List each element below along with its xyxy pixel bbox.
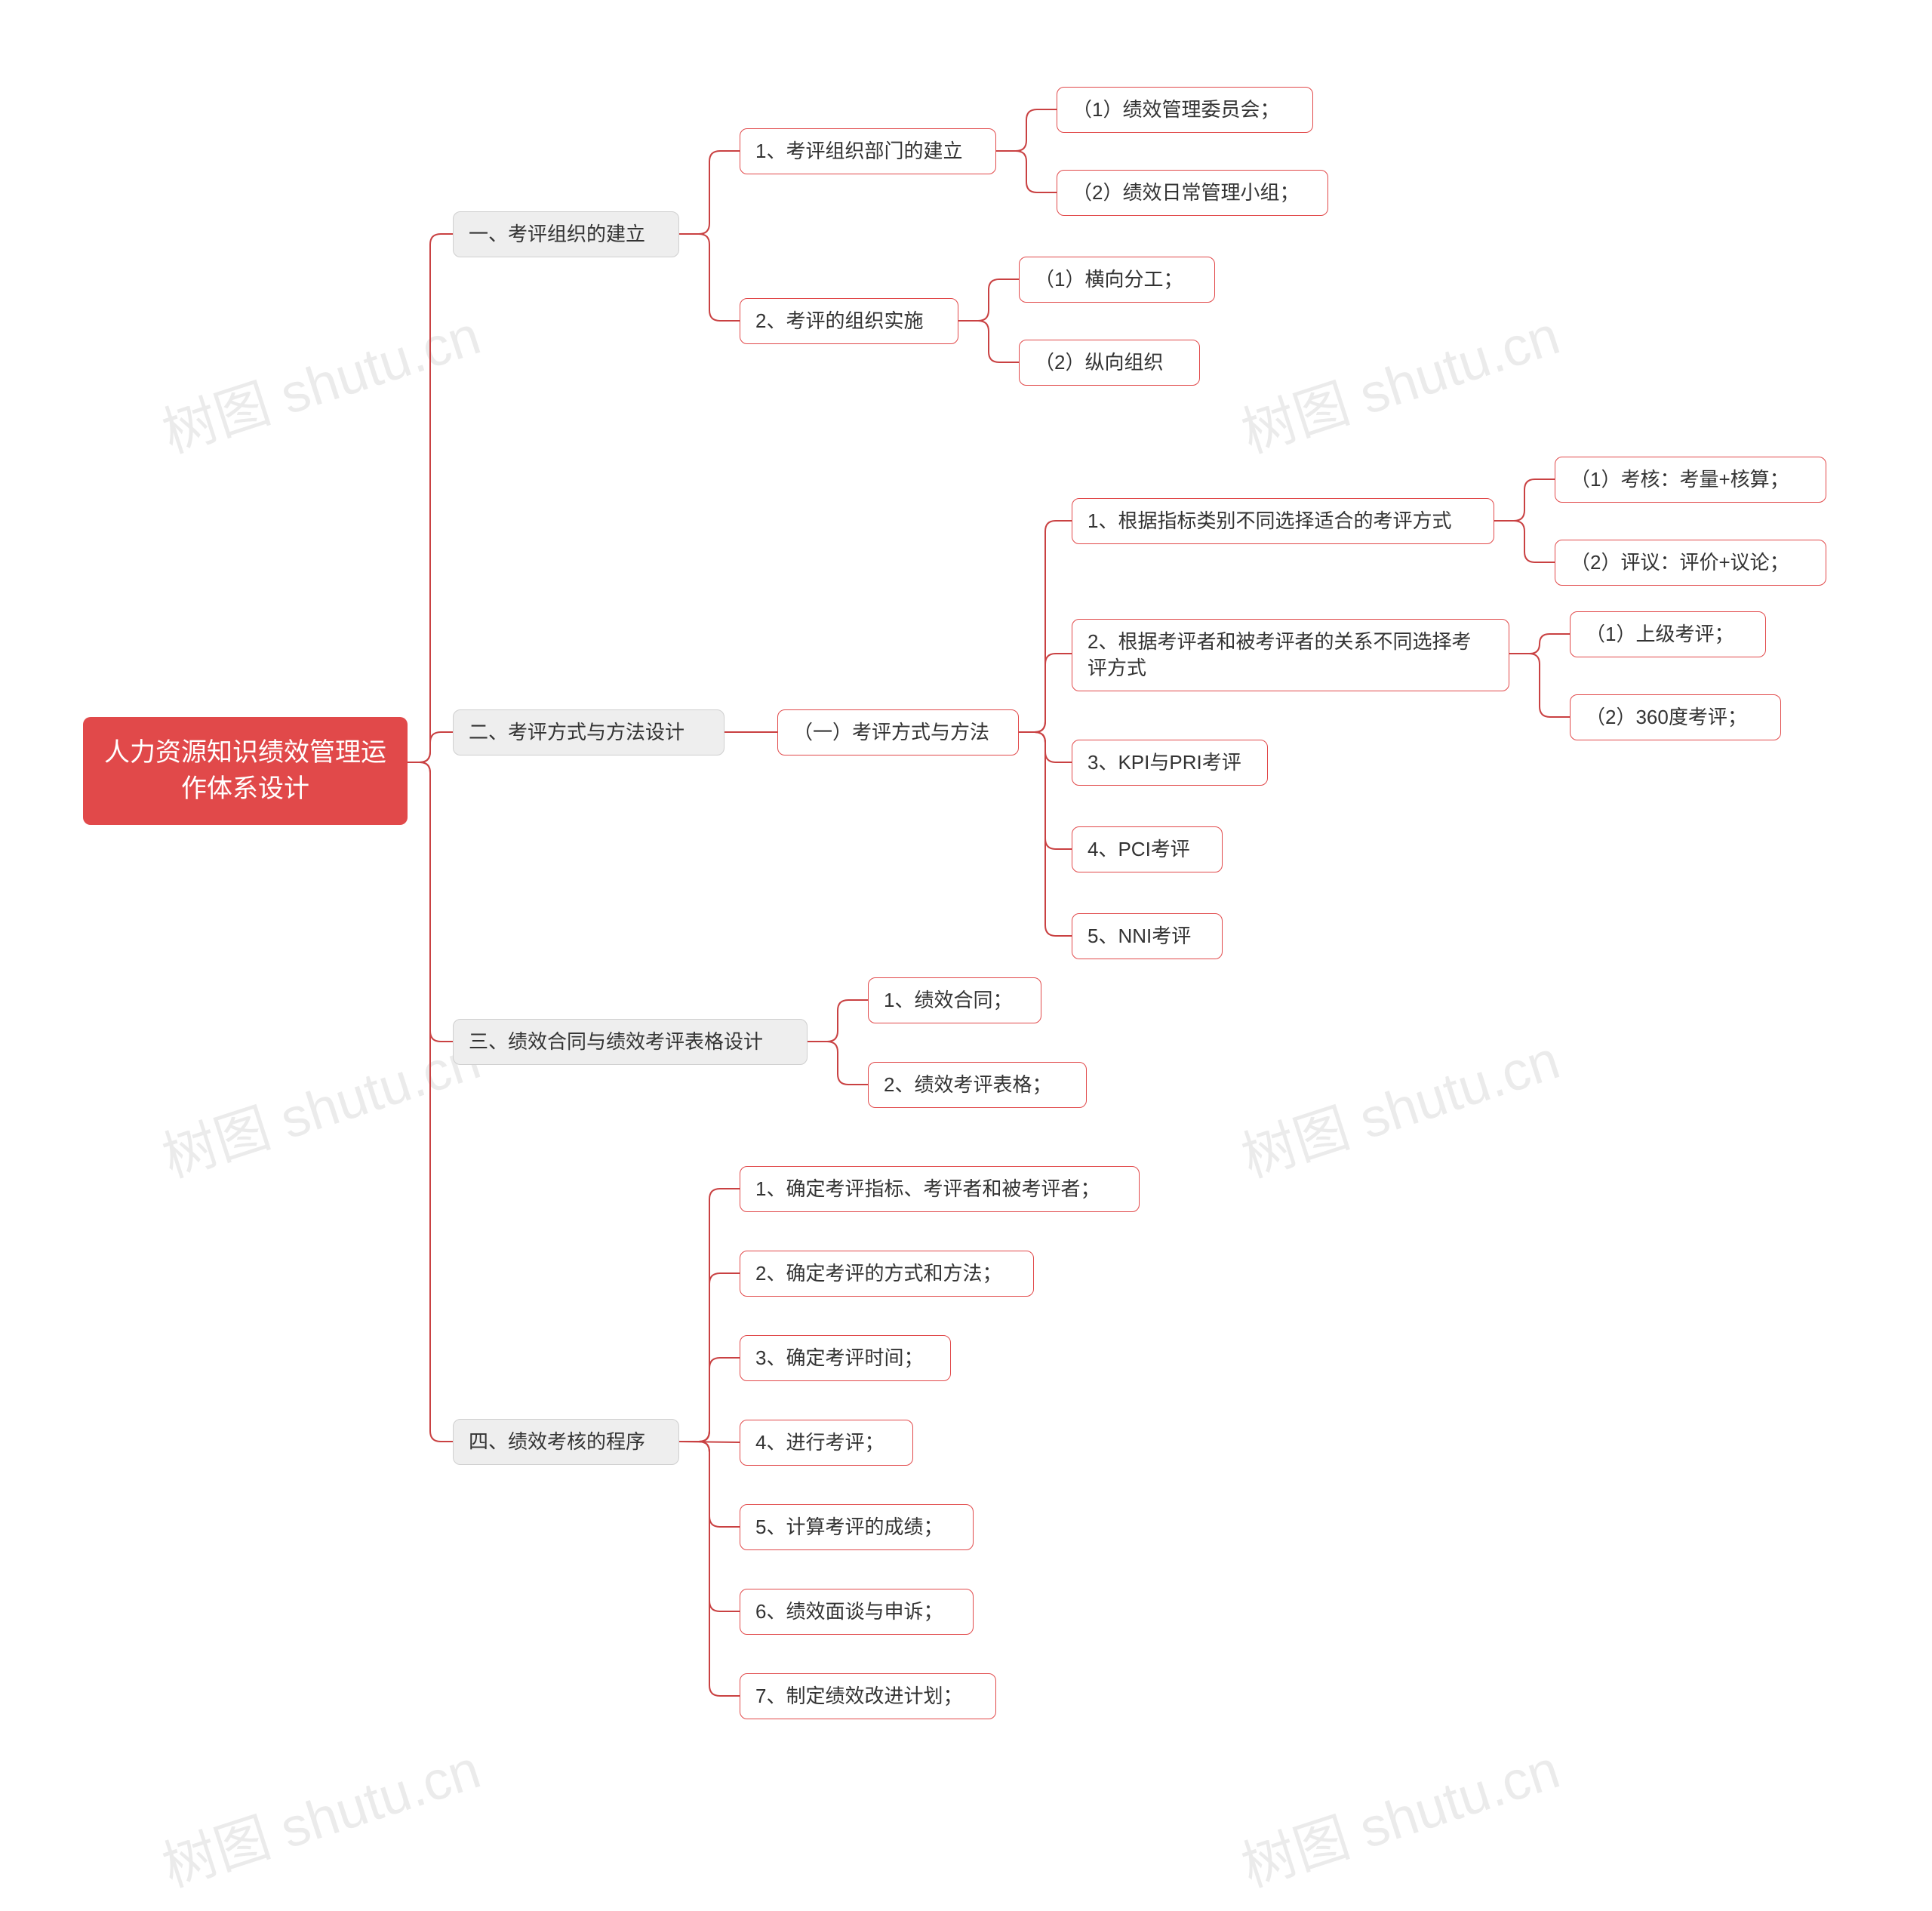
- leaf-node: （2）绩效日常管理小组；: [1057, 170, 1328, 216]
- leaf-node: 3、KPI与PRI考评: [1072, 740, 1268, 786]
- leaf-node: 5、计算考评的成绩；: [740, 1504, 974, 1550]
- leaf-node: （1）上级考评；: [1570, 611, 1766, 657]
- branch-node: 一、考评组织的建立: [453, 211, 679, 257]
- leaf-node: 7、制定绩效改进计划；: [740, 1673, 996, 1719]
- node-label: 二、考评方式与方法设计: [469, 719, 685, 746]
- node-label: （1）绩效管理委员会；: [1072, 97, 1279, 123]
- leaf-node: 1、根据指标类别不同选择适合的考评方式: [1072, 498, 1494, 544]
- node-label: （1）考核：考量+核算；: [1571, 466, 1789, 493]
- leaf-node: （1）横向分工；: [1019, 257, 1215, 303]
- mindmap-canvas: 树图 shutu.cn 树图 shutu.cn 树图 shutu.cn 树图 s…: [0, 0, 1932, 1911]
- leaf-node: （2）纵向组织: [1019, 340, 1200, 386]
- node-label: 2、考评的组织实施: [755, 308, 923, 334]
- leaf-node: 6、绩效面谈与申诉；: [740, 1589, 974, 1635]
- node-label: 4、PCI考评: [1088, 836, 1190, 863]
- node-label: （2）绩效日常管理小组；: [1072, 180, 1299, 206]
- branch-node: 三、绩效合同与绩效考评表格设计: [453, 1019, 808, 1065]
- leaf-node: 2、绩效考评表格；: [868, 1062, 1087, 1108]
- node-label: 四、绩效考核的程序: [469, 1429, 645, 1455]
- branch-node: 二、考评方式与方法设计: [453, 709, 724, 755]
- node-label: （2）360度考评；: [1586, 704, 1747, 731]
- node-label: 1、绩效合同；: [884, 987, 1012, 1014]
- node-label: 2、根据考评者和被考评者的关系不同选择考评方式: [1088, 629, 1471, 682]
- node-label: （2）评议：评价+议论；: [1571, 549, 1789, 576]
- node-label: 5、计算考评的成绩；: [755, 1514, 943, 1540]
- node-label: 4、进行考评；: [755, 1429, 884, 1456]
- watermark: 树图 shutu.cn: [1230, 291, 1567, 468]
- node-label: 5、NNI考评: [1088, 923, 1191, 949]
- watermark: 树图 shutu.cn: [151, 1015, 488, 1192]
- leaf-node: （2）360度考评；: [1570, 694, 1781, 740]
- node-label: 3、KPI与PRI考评: [1088, 749, 1241, 776]
- leaf-node: 1、考评组织部门的建立: [740, 128, 996, 174]
- leaf-node: 2、考评的组织实施: [740, 298, 958, 344]
- branch-node: 四、绩效考核的程序: [453, 1419, 679, 1465]
- leaf-node: 3、确定考评时间；: [740, 1335, 951, 1381]
- node-label: 6、绩效面谈与申诉；: [755, 1599, 943, 1625]
- leaf-node: 2、根据考评者和被考评者的关系不同选择考评方式: [1072, 619, 1509, 691]
- leaf-node: 4、PCI考评: [1072, 826, 1223, 872]
- node-label: 一、考评组织的建立: [469, 221, 645, 248]
- watermark: 树图 shutu.cn: [151, 1725, 488, 1902]
- leaf-node: （1）考核：考量+核算；: [1555, 457, 1826, 503]
- leaf-node: （2）评议：评价+议论；: [1555, 540, 1826, 586]
- root-node: 人力资源知识绩效管理运作体系设计: [83, 717, 408, 825]
- leaf-node: 2、确定考评的方式和方法；: [740, 1251, 1034, 1297]
- watermark: 树图 shutu.cn: [1230, 1015, 1567, 1192]
- leaf-node: 4、进行考评；: [740, 1420, 913, 1466]
- node-label: 1、确定考评指标、考评者和被考评者；: [755, 1176, 1100, 1202]
- watermark: 树图 shutu.cn: [151, 291, 488, 468]
- node-label: （1）上级考评；: [1586, 621, 1734, 648]
- node-label: （1）横向分工；: [1035, 266, 1183, 293]
- node-label: （一）考评方式与方法: [793, 719, 989, 746]
- node-label: 三、绩效合同与绩效考评表格设计: [469, 1029, 763, 1055]
- leaf-node: 1、确定考评指标、考评者和被考评者；: [740, 1166, 1140, 1212]
- leaf-node: 1、绩效合同；: [868, 977, 1041, 1023]
- node-label: 1、根据指标类别不同选择适合的考评方式: [1088, 508, 1451, 534]
- node-label: 2、确定考评的方式和方法；: [755, 1260, 1001, 1287]
- node-label: 7、制定绩效改进计划；: [755, 1683, 962, 1709]
- node-label: 3、确定考评时间；: [755, 1345, 923, 1371]
- node-label: 1、考评组织部门的建立: [755, 138, 962, 165]
- node-label: （2）纵向组织: [1035, 349, 1163, 376]
- root-label: 人力资源知识绩效管理运作体系设计: [104, 735, 386, 807]
- leaf-node: （1）绩效管理委员会；: [1057, 87, 1313, 133]
- watermark: 树图 shutu.cn: [1230, 1725, 1567, 1902]
- leaf-node: （一）考评方式与方法: [777, 709, 1019, 755]
- leaf-node: 5、NNI考评: [1072, 913, 1223, 959]
- node-label: 2、绩效考评表格；: [884, 1072, 1051, 1098]
